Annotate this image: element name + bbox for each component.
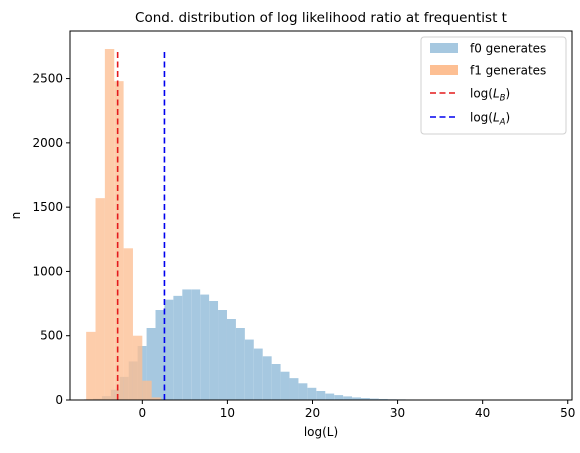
legend-swatch xyxy=(430,43,458,53)
legend-swatch xyxy=(430,65,458,75)
histogram-bar xyxy=(378,398,388,400)
histogram-bar xyxy=(360,398,370,400)
histogram-bar xyxy=(123,248,133,400)
histogram-bar xyxy=(235,328,245,400)
axes-frame xyxy=(69,30,573,401)
histogram-bar xyxy=(369,398,379,400)
histogram-bar xyxy=(334,395,344,400)
histogram-bar xyxy=(151,397,162,400)
histogram-bar xyxy=(114,81,124,400)
y-axis-label: n xyxy=(9,212,23,220)
legend-label: f0 generates xyxy=(470,42,546,56)
x-tick-label: 50 xyxy=(560,406,575,420)
histogram-bar xyxy=(146,328,156,400)
chart-marks xyxy=(84,49,558,400)
legend-label: log(LA) xyxy=(470,111,510,128)
y-tick-label: 2500 xyxy=(32,72,63,86)
histogram-bar xyxy=(104,49,115,400)
histogram-bar xyxy=(226,319,236,400)
legend-label: f1 generates xyxy=(470,64,546,78)
histogram-bar xyxy=(209,301,219,400)
histogram-bar xyxy=(343,396,353,400)
y-tick-label: 1000 xyxy=(32,264,63,278)
legend-label: log(LB) xyxy=(470,87,510,104)
y-tick-label: 0 xyxy=(55,393,63,407)
histogram-bar xyxy=(262,356,272,400)
legend: f0 generates f1 generates log(LB) log(LA) xyxy=(420,36,567,135)
y-tick-label: 2000 xyxy=(32,136,63,150)
histogram-bar xyxy=(164,299,174,400)
reference-lines xyxy=(116,50,166,400)
histogram-bar xyxy=(218,310,227,400)
histogram-bar xyxy=(325,393,335,400)
histogram-bar xyxy=(316,391,326,400)
histogram-bar xyxy=(182,289,192,400)
x-tick-label: 30 xyxy=(390,406,405,420)
histogram-bar xyxy=(253,348,263,400)
histogram-bar xyxy=(191,289,201,400)
histogram-bar xyxy=(86,331,96,400)
histogram-bar xyxy=(352,397,361,400)
histogram-bar xyxy=(142,380,152,400)
x-tick-label: 10 xyxy=(220,406,235,420)
x-tick-label: 20 xyxy=(305,406,320,420)
x-axis: 0 10 20 30 40 50 xyxy=(139,400,575,420)
histogram-bar xyxy=(307,387,317,400)
histogram-bar xyxy=(200,294,210,400)
histogram-bar xyxy=(271,364,281,400)
histogram-bar xyxy=(173,295,183,400)
y-tick-label: 500 xyxy=(40,329,63,343)
y-tick-label: 1500 xyxy=(32,200,63,214)
legend-box xyxy=(420,36,567,135)
histogram-bar xyxy=(280,371,290,400)
x-tick-label: 40 xyxy=(475,406,490,420)
histogram-bar xyxy=(298,383,308,400)
series-f1 xyxy=(86,49,162,400)
chart-title: Cond. distribution of log likelihood rat… xyxy=(135,10,507,26)
histogram-bar xyxy=(155,310,165,400)
histogram-bar xyxy=(244,339,254,400)
histogram-bar xyxy=(95,198,105,400)
histogram-bar xyxy=(132,335,143,400)
histogram-bar xyxy=(289,378,299,400)
x-axis-label: log(L) xyxy=(304,425,338,439)
x-tick-label: 0 xyxy=(139,406,147,420)
y-axis: 0 500 1000 1500 2000 2500 xyxy=(32,72,70,407)
